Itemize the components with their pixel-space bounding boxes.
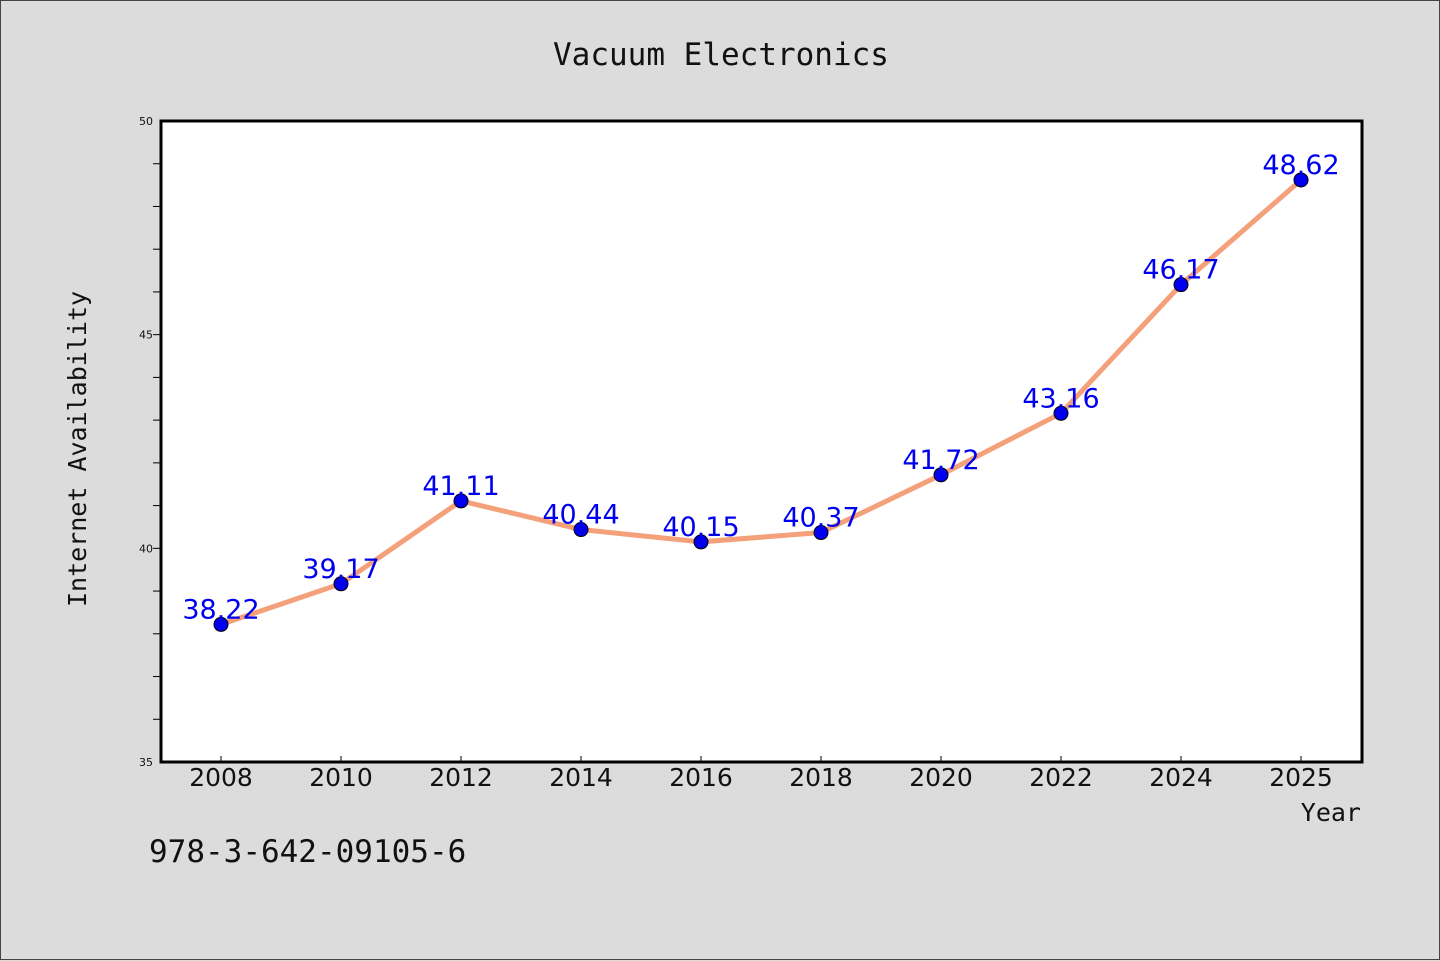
data-point: [813, 525, 829, 541]
x-tick-label: 2025: [1269, 763, 1333, 792]
y-axis-label: Internet Availability: [63, 291, 92, 607]
x-tick-label: 2014: [549, 763, 613, 792]
data-point: [933, 467, 949, 483]
data-label: 41.72: [902, 445, 979, 476]
series-layer: 38.22 39.17 41.11 40.44 40.15 40.37 41.72 43.16…: [182, 150, 1340, 632]
x-tick-label: 2018: [789, 763, 853, 792]
data-label: 46.17: [1142, 255, 1219, 286]
data-point: [573, 522, 589, 538]
x-tick-label: 2008: [189, 763, 253, 792]
data-label: 43.16: [1022, 383, 1099, 414]
isbn-caption: 978-3-642-09105-6: [149, 834, 467, 870]
x-tick-label: 2016: [669, 763, 733, 792]
x-axis-ticks: 2008 2010 2012 2014 2016 2018 2020 2022 2024 2025: [189, 756, 1333, 792]
data-point: [1293, 172, 1309, 188]
data-point: [213, 616, 229, 632]
x-tick-label: 2024: [1149, 763, 1213, 792]
data-point: [333, 576, 349, 592]
x-tick-label: 2012: [429, 763, 493, 792]
x-tick-label: 2022: [1029, 763, 1093, 792]
y-tick-label: 40: [139, 542, 153, 555]
y-tick-label: 50: [139, 115, 153, 128]
series-line: [218, 177, 1304, 627]
x-tick-label: 2010: [309, 763, 373, 792]
y-axis-ticks: 35 40 45 50: [139, 115, 161, 769]
data-point: [693, 534, 709, 550]
data-label: 41.11: [422, 471, 499, 502]
data-label: 40.44: [542, 500, 619, 531]
y-tick-label: 35: [139, 756, 153, 769]
data-label: 48.62: [1262, 150, 1339, 181]
data-label: 39.17: [302, 554, 379, 585]
data-point: [1053, 405, 1069, 421]
data-point: [1173, 277, 1189, 293]
data-point: [453, 493, 469, 509]
x-tick-label: 2020: [909, 763, 973, 792]
data-label: 40.37: [782, 503, 859, 534]
y-tick-label: 45: [139, 329, 153, 342]
plot-area: [159, 119, 1364, 764]
chart-title: Vacuum Electronics: [553, 37, 889, 73]
data-label: 38.22: [182, 594, 259, 625]
x-axis-label: Year: [1301, 798, 1361, 827]
data-label: 40.15: [662, 512, 739, 543]
